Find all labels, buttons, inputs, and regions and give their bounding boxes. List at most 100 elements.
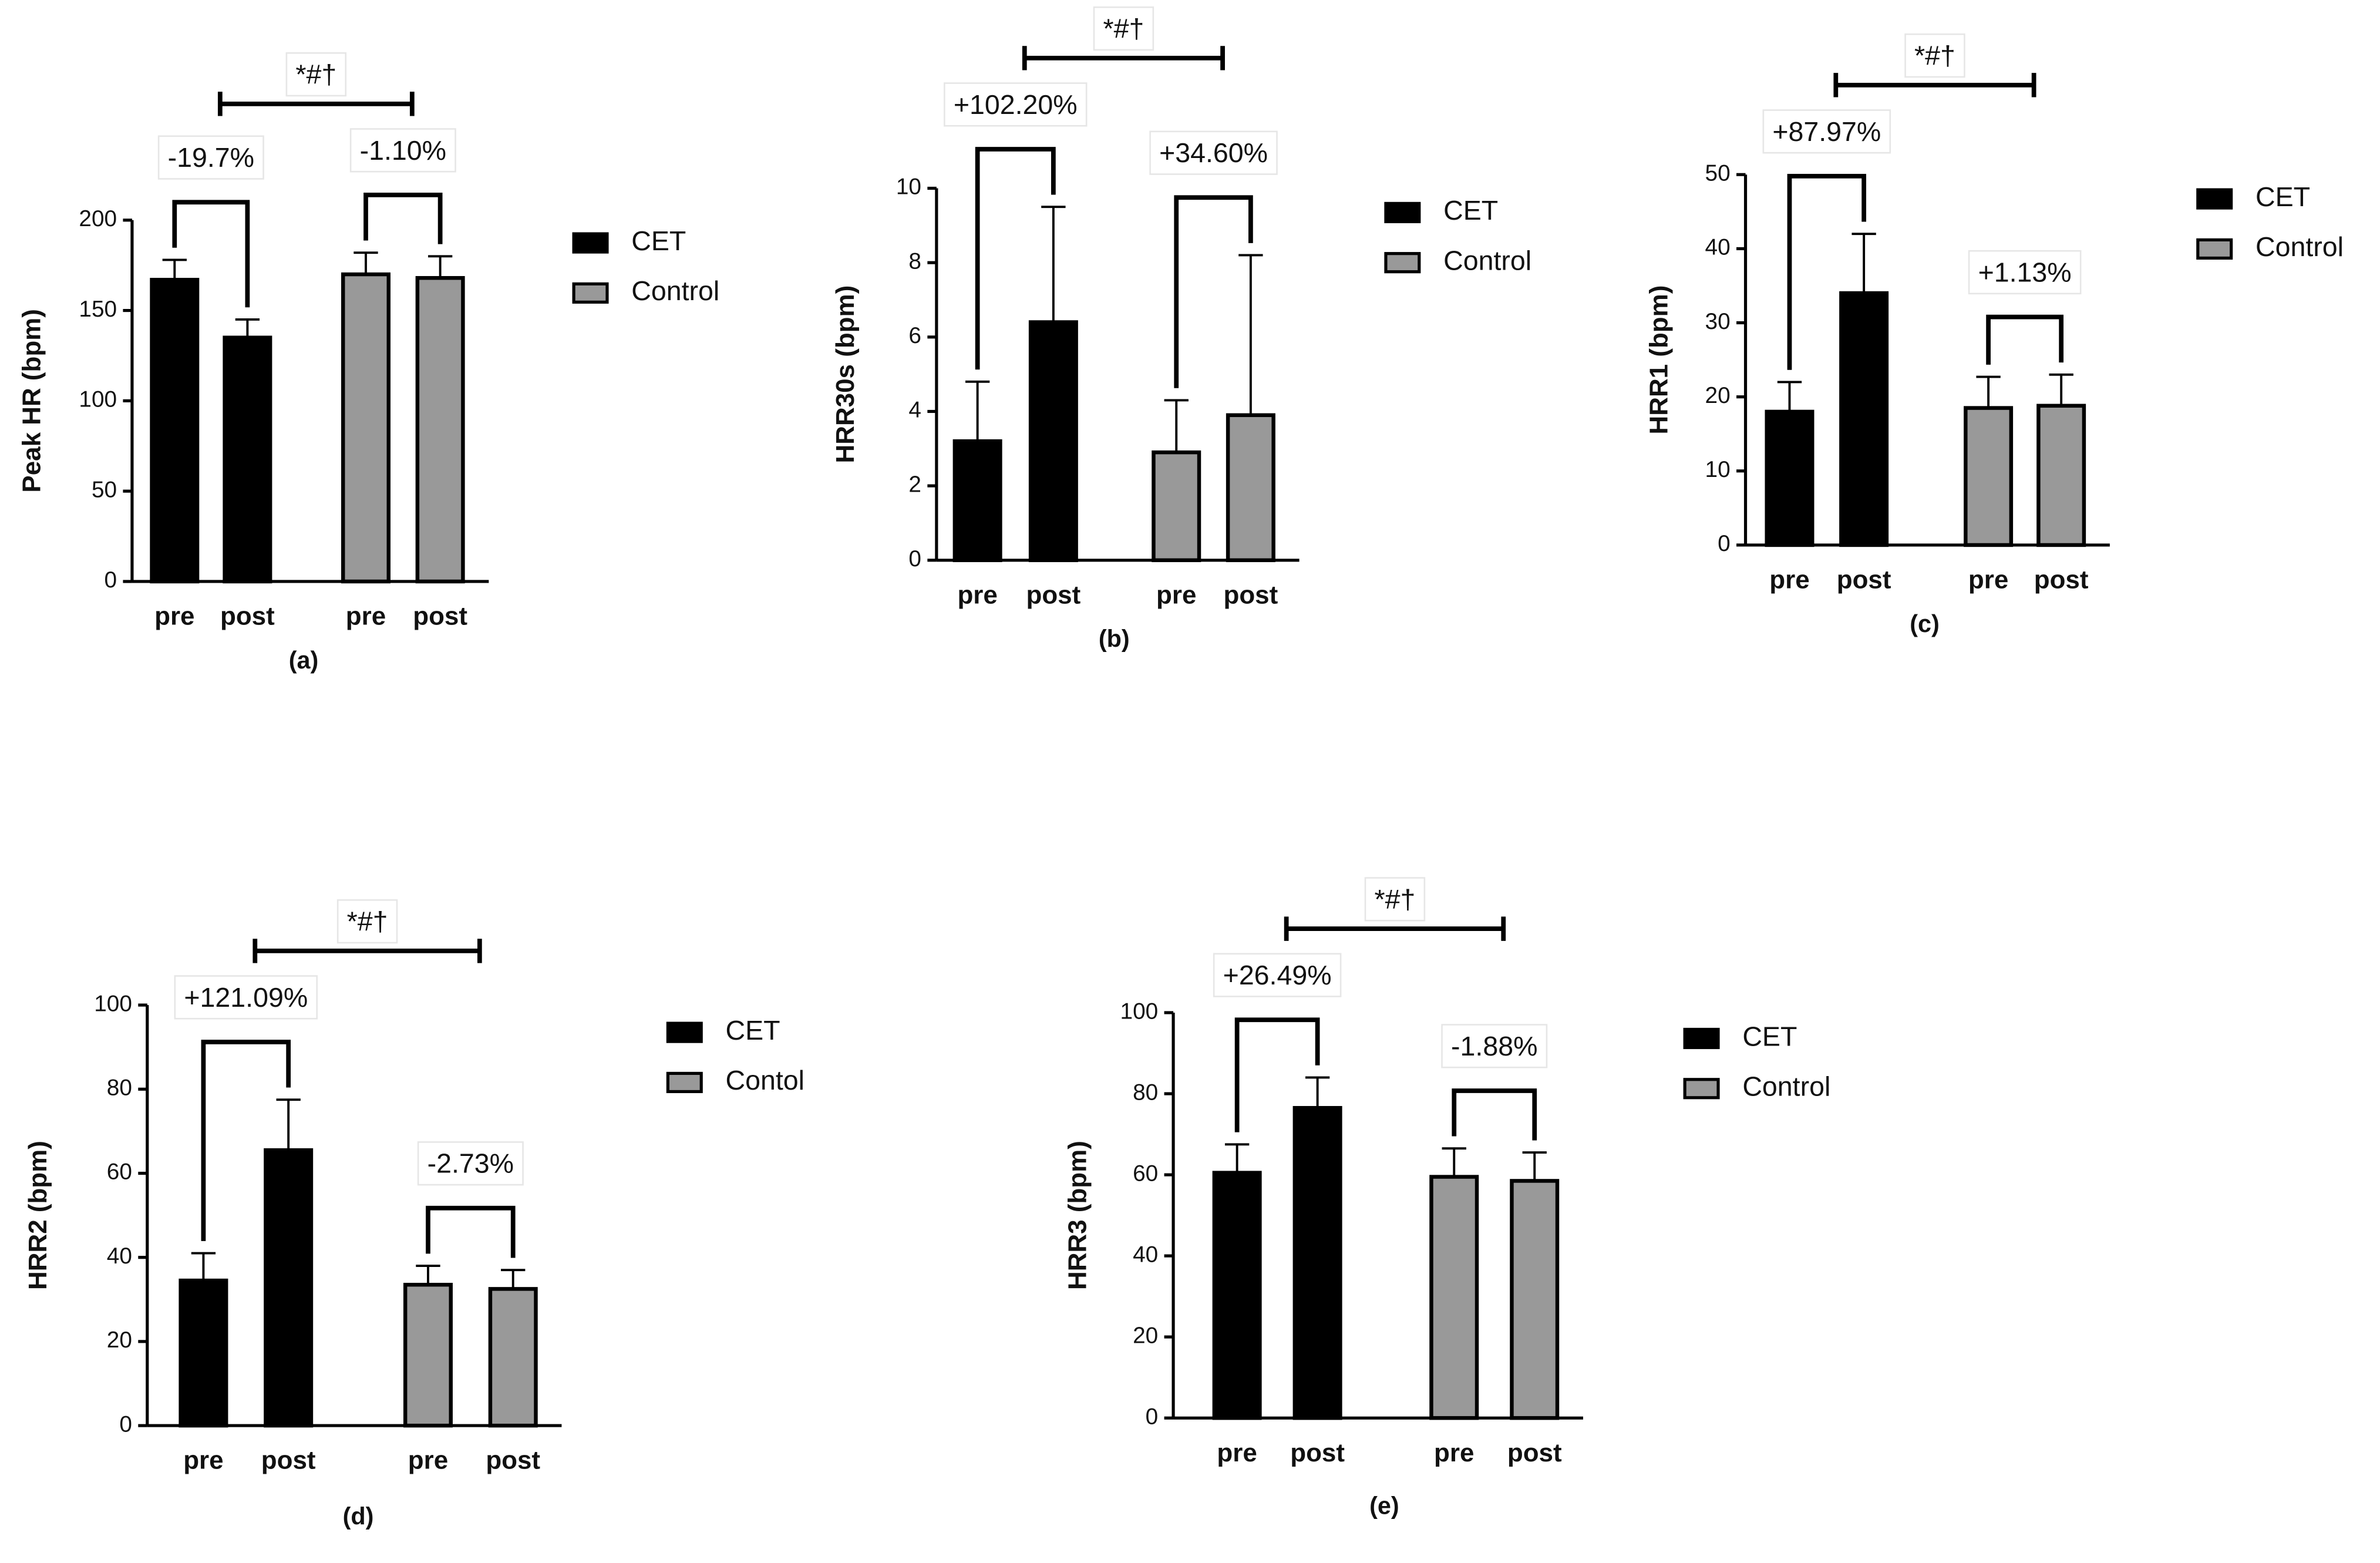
change-label: -1.10%	[360, 135, 446, 166]
x-tick-label: post	[1026, 580, 1080, 609]
group-bracket	[1022, 46, 1225, 70]
legend-label: CET	[631, 226, 686, 256]
caption: (a)	[289, 647, 319, 674]
y-tick-label: 6	[908, 323, 921, 348]
legend-label: CET	[2256, 181, 2310, 212]
y-tick-label: 30	[1705, 309, 1731, 334]
legend-label: Control	[1742, 1071, 1830, 1102]
y-tick-label: 0	[908, 546, 921, 572]
bar	[403, 1282, 453, 1428]
bar	[1429, 1175, 1479, 1420]
bar	[264, 1148, 314, 1428]
caption: (e)	[1369, 1493, 1399, 1520]
change-label: +26.49%	[1223, 960, 1332, 990]
y-tick-label: 20	[107, 1327, 132, 1353]
annotation-box	[1441, 1024, 1548, 1068]
y-axis-label: HRR1 (bpm)	[1644, 285, 1673, 435]
bracket	[1234, 1017, 1320, 1132]
x-tick-label: pre	[1156, 580, 1196, 609]
y-tick-label: 50	[1705, 160, 1731, 186]
x-tick-label: post	[1224, 580, 1278, 609]
legend-label: Control	[2256, 231, 2344, 262]
y-tick-label: 0	[1718, 531, 1731, 556]
y-axis-label: HRR3 (bpm)	[1063, 1141, 1092, 1290]
bracket	[975, 147, 1056, 370]
bracket	[1452, 1088, 1537, 1141]
x-tick-label: pre	[1434, 1438, 1474, 1467]
bracket	[1174, 195, 1253, 388]
x-tick-label: post	[2034, 566, 2089, 594]
y-tick-label: 60	[107, 1159, 132, 1185]
group-bracket	[1833, 73, 2036, 98]
x-tick-label: pre	[408, 1446, 448, 1475]
group-bracket	[217, 92, 415, 116]
y-tick-label: 150	[79, 297, 117, 322]
bar	[1839, 291, 1889, 547]
change-label: +34.60%	[1159, 137, 1268, 168]
annotation-box	[157, 135, 264, 180]
x-tick-label: pre	[957, 580, 997, 609]
y-tick-label: 40	[107, 1243, 132, 1269]
caption: (d)	[343, 1503, 374, 1530]
x-tick-label: pre	[1769, 566, 1809, 594]
significance-label: *#†	[1103, 14, 1144, 44]
caption: (b)	[1099, 626, 1130, 653]
legend-swatch	[572, 282, 609, 304]
significance-label: *#†	[347, 906, 388, 937]
legend-label: Control	[1443, 245, 1531, 275]
y-tick-label: 0	[1146, 1404, 1159, 1429]
annotation-box	[417, 1141, 524, 1186]
y-tick-label: 200	[79, 206, 117, 231]
legend-label: Control	[631, 275, 719, 306]
y-tick-label: 100	[1120, 999, 1159, 1024]
x-tick-label: post	[413, 602, 467, 631]
bar	[223, 335, 272, 584]
x-tick-label: post	[1507, 1438, 1562, 1467]
y-tick-label: 80	[1133, 1080, 1158, 1105]
change-label: +121.09%	[184, 982, 308, 1013]
x-tick-label: post	[220, 602, 275, 631]
legend-swatch	[1384, 201, 1421, 223]
y-axis-label: HRR30s (bpm)	[831, 285, 860, 463]
x-tick-label: pre	[346, 602, 386, 631]
bar	[1152, 450, 1201, 563]
bar	[1964, 406, 2014, 547]
bracket	[426, 1205, 516, 1258]
significance-label: *#†	[295, 59, 336, 90]
legend-label: Contol	[726, 1065, 804, 1095]
legend-swatch	[666, 1071, 703, 1094]
legend-swatch	[666, 1021, 703, 1043]
change-label: +102.20%	[954, 89, 1078, 120]
change-label: -1.88%	[1451, 1031, 1537, 1061]
y-axis-label: HRR2 (bpm)	[23, 1141, 52, 1290]
bar	[1212, 1171, 1262, 1420]
legend-swatch	[2196, 188, 2233, 210]
annotation-box	[349, 128, 456, 173]
annotation-box	[1149, 130, 1278, 175]
bar	[488, 1287, 538, 1428]
x-tick-label: post	[1837, 566, 1891, 594]
bar	[1510, 1179, 1560, 1420]
y-tick-label: 40	[1705, 235, 1731, 260]
bar	[341, 272, 391, 584]
bar	[1292, 1105, 1342, 1420]
y-tick-label: 40	[1133, 1242, 1158, 1267]
bar	[1028, 320, 1078, 563]
y-tick-label: 50	[92, 477, 117, 502]
y-tick-label: 100	[79, 387, 117, 412]
x-tick-label: pre	[183, 1446, 223, 1475]
x-tick-label: pre	[1968, 566, 2008, 594]
annotation-box	[1762, 109, 1891, 154]
y-axis-label: Peak HR (bpm)	[18, 309, 46, 493]
bar	[1765, 409, 1815, 547]
bracket	[1986, 314, 2064, 365]
group-bracket	[1284, 916, 1506, 941]
x-tick-label: post	[1290, 1438, 1345, 1467]
y-tick-label: 0	[105, 567, 117, 593]
legend-swatch	[1683, 1078, 1720, 1100]
y-tick-label: 10	[1705, 457, 1731, 482]
y-tick-label: 60	[1133, 1161, 1158, 1186]
legend-swatch	[1683, 1027, 1720, 1050]
y-tick-label: 4	[908, 398, 921, 423]
